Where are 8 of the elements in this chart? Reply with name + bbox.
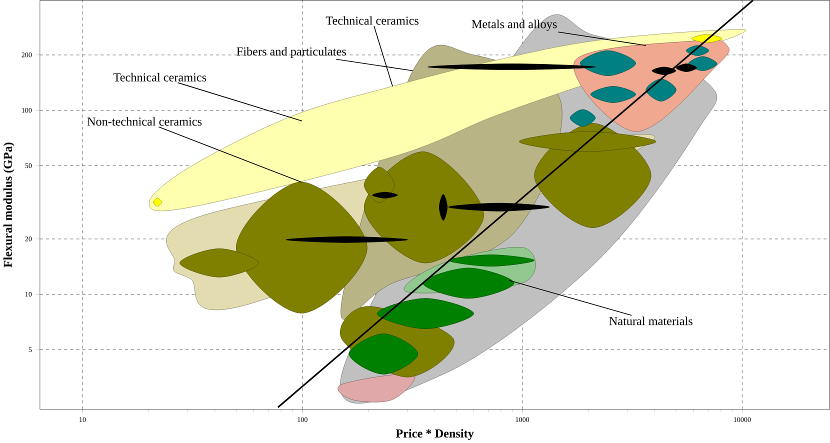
annotation: Natural materials (609, 316, 692, 325)
annotation: Non-technical ceramics (87, 116, 202, 126)
annotation: Fibers and particulates (236, 46, 346, 58)
annotation: Technical ceramics (114, 72, 206, 82)
y-axis-title: Flexural modulus (GPa) (3, 142, 14, 268)
x-axis-title: Price * Density (396, 428, 474, 440)
annotation: Technical ceramics (326, 16, 419, 25)
annotation: Metals and alloys (472, 19, 557, 31)
